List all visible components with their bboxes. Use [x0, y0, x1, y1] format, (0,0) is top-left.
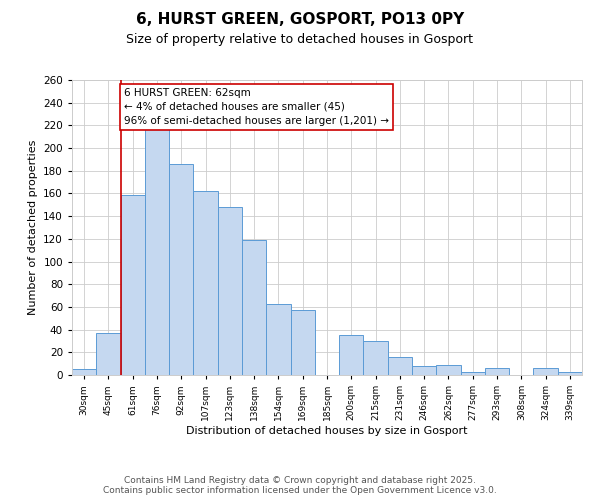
Bar	[533, 368, 558, 375]
Bar	[169, 164, 193, 375]
Bar	[218, 207, 242, 375]
Text: 6, HURST GREEN, GOSPORT, PO13 0PY: 6, HURST GREEN, GOSPORT, PO13 0PY	[136, 12, 464, 28]
Bar	[339, 336, 364, 375]
Bar	[412, 366, 436, 375]
Y-axis label: Number of detached properties: Number of detached properties	[28, 140, 38, 315]
Text: Size of property relative to detached houses in Gosport: Size of property relative to detached ho…	[127, 32, 473, 46]
Text: Contains HM Land Registry data © Crown copyright and database right 2025.
Contai: Contains HM Land Registry data © Crown c…	[103, 476, 497, 495]
Bar	[96, 333, 121, 375]
Bar	[558, 372, 582, 375]
Bar	[388, 357, 412, 375]
Bar	[364, 341, 388, 375]
Bar	[193, 191, 218, 375]
Bar	[266, 304, 290, 375]
Text: 6 HURST GREEN: 62sqm
← 4% of detached houses are smaller (45)
96% of semi-detach: 6 HURST GREEN: 62sqm ← 4% of detached ho…	[124, 88, 389, 126]
Bar	[121, 194, 145, 375]
X-axis label: Distribution of detached houses by size in Gosport: Distribution of detached houses by size …	[186, 426, 468, 436]
Bar	[290, 310, 315, 375]
Bar	[242, 240, 266, 375]
Bar	[145, 128, 169, 375]
Bar	[485, 368, 509, 375]
Bar	[436, 365, 461, 375]
Bar	[461, 372, 485, 375]
Bar	[72, 370, 96, 375]
